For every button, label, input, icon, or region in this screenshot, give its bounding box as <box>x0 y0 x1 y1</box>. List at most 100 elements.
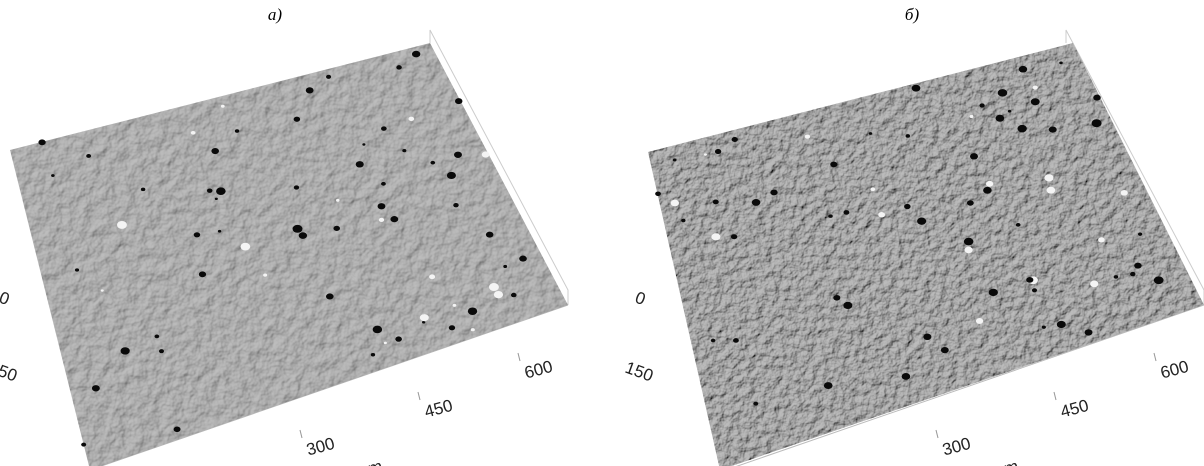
pit <box>194 232 200 237</box>
pit <box>121 347 130 354</box>
pit <box>384 342 387 345</box>
pit <box>326 75 331 79</box>
pit <box>381 126 387 130</box>
pit <box>1092 119 1102 127</box>
x-tick-label: 300 <box>304 434 336 460</box>
pit <box>833 295 840 301</box>
tick-mark <box>1154 353 1156 361</box>
pit <box>752 199 761 206</box>
pit <box>381 182 386 186</box>
pit <box>429 274 435 279</box>
pit <box>362 143 365 145</box>
pit <box>996 115 1005 122</box>
pit <box>713 199 719 204</box>
panel-label: а) <box>268 5 283 24</box>
pit <box>979 103 984 107</box>
pit <box>396 65 402 69</box>
y-tick-label: 0 <box>0 288 12 309</box>
pit <box>1057 321 1066 328</box>
pit <box>711 339 716 343</box>
pit <box>454 152 462 158</box>
panel-label: б) <box>905 5 920 24</box>
pit <box>986 181 993 187</box>
pit <box>869 132 872 135</box>
surface <box>10 43 568 466</box>
tick-mark <box>936 430 938 438</box>
pit <box>154 335 159 339</box>
x-tick-label: 600 <box>1158 357 1190 383</box>
pit <box>489 283 499 291</box>
pit <box>671 200 679 207</box>
pit <box>306 87 314 93</box>
pit <box>715 149 721 154</box>
pit <box>378 203 386 209</box>
pit <box>673 159 677 162</box>
pit <box>906 134 910 138</box>
pit <box>263 274 267 277</box>
pit <box>486 232 494 238</box>
pit <box>1031 98 1040 105</box>
pit <box>333 226 340 231</box>
surface <box>648 43 1204 466</box>
pit <box>117 221 127 229</box>
pit <box>970 115 974 118</box>
pit <box>449 325 455 330</box>
pit <box>371 353 375 356</box>
pit <box>1059 61 1063 64</box>
pit <box>218 230 221 233</box>
pit <box>215 198 218 200</box>
pit <box>412 51 420 58</box>
pit <box>379 218 384 222</box>
pit <box>38 139 45 145</box>
pit <box>430 161 435 165</box>
pit <box>843 302 852 309</box>
pit <box>1134 263 1141 269</box>
figure: а)300450600μm0150б)300450600μm0150 <box>0 0 1204 466</box>
pit <box>805 134 810 138</box>
pit <box>402 149 406 152</box>
pit <box>904 204 910 209</box>
pit <box>336 199 340 202</box>
pit <box>92 385 100 391</box>
pit <box>1098 237 1104 242</box>
pit <box>1138 232 1142 235</box>
pit <box>711 233 720 240</box>
x-tick-label: 300 <box>940 434 972 460</box>
pit <box>964 238 974 246</box>
pit <box>655 191 661 196</box>
pit <box>494 291 503 298</box>
pit <box>299 232 307 239</box>
pit <box>373 326 382 334</box>
pit <box>81 443 86 447</box>
pit <box>511 293 517 297</box>
pit <box>216 187 226 195</box>
pit <box>844 210 850 215</box>
pit <box>1154 276 1164 284</box>
tick-mark <box>518 353 520 361</box>
pit <box>420 314 429 321</box>
pit <box>970 153 978 159</box>
pit <box>1016 223 1021 227</box>
pit <box>211 148 219 154</box>
pit <box>1042 325 1046 328</box>
pit <box>141 188 145 192</box>
pit <box>199 271 206 277</box>
pit <box>235 129 239 133</box>
pit <box>983 187 992 194</box>
pit <box>824 382 833 389</box>
y-tick-label: 150 <box>623 358 656 386</box>
pit <box>733 338 739 343</box>
pit <box>422 321 425 324</box>
pit <box>471 328 475 331</box>
pit <box>964 247 972 254</box>
x-tick-label: 600 <box>522 357 554 383</box>
pit <box>1090 281 1098 288</box>
pit <box>1085 329 1093 335</box>
pit <box>326 293 334 299</box>
pit <box>293 225 303 233</box>
x-tick-label: 450 <box>1058 396 1090 422</box>
pit <box>1026 277 1033 283</box>
panel: б)300450600μm0150 <box>623 5 1204 466</box>
pit <box>1121 190 1128 196</box>
pit <box>503 265 507 268</box>
